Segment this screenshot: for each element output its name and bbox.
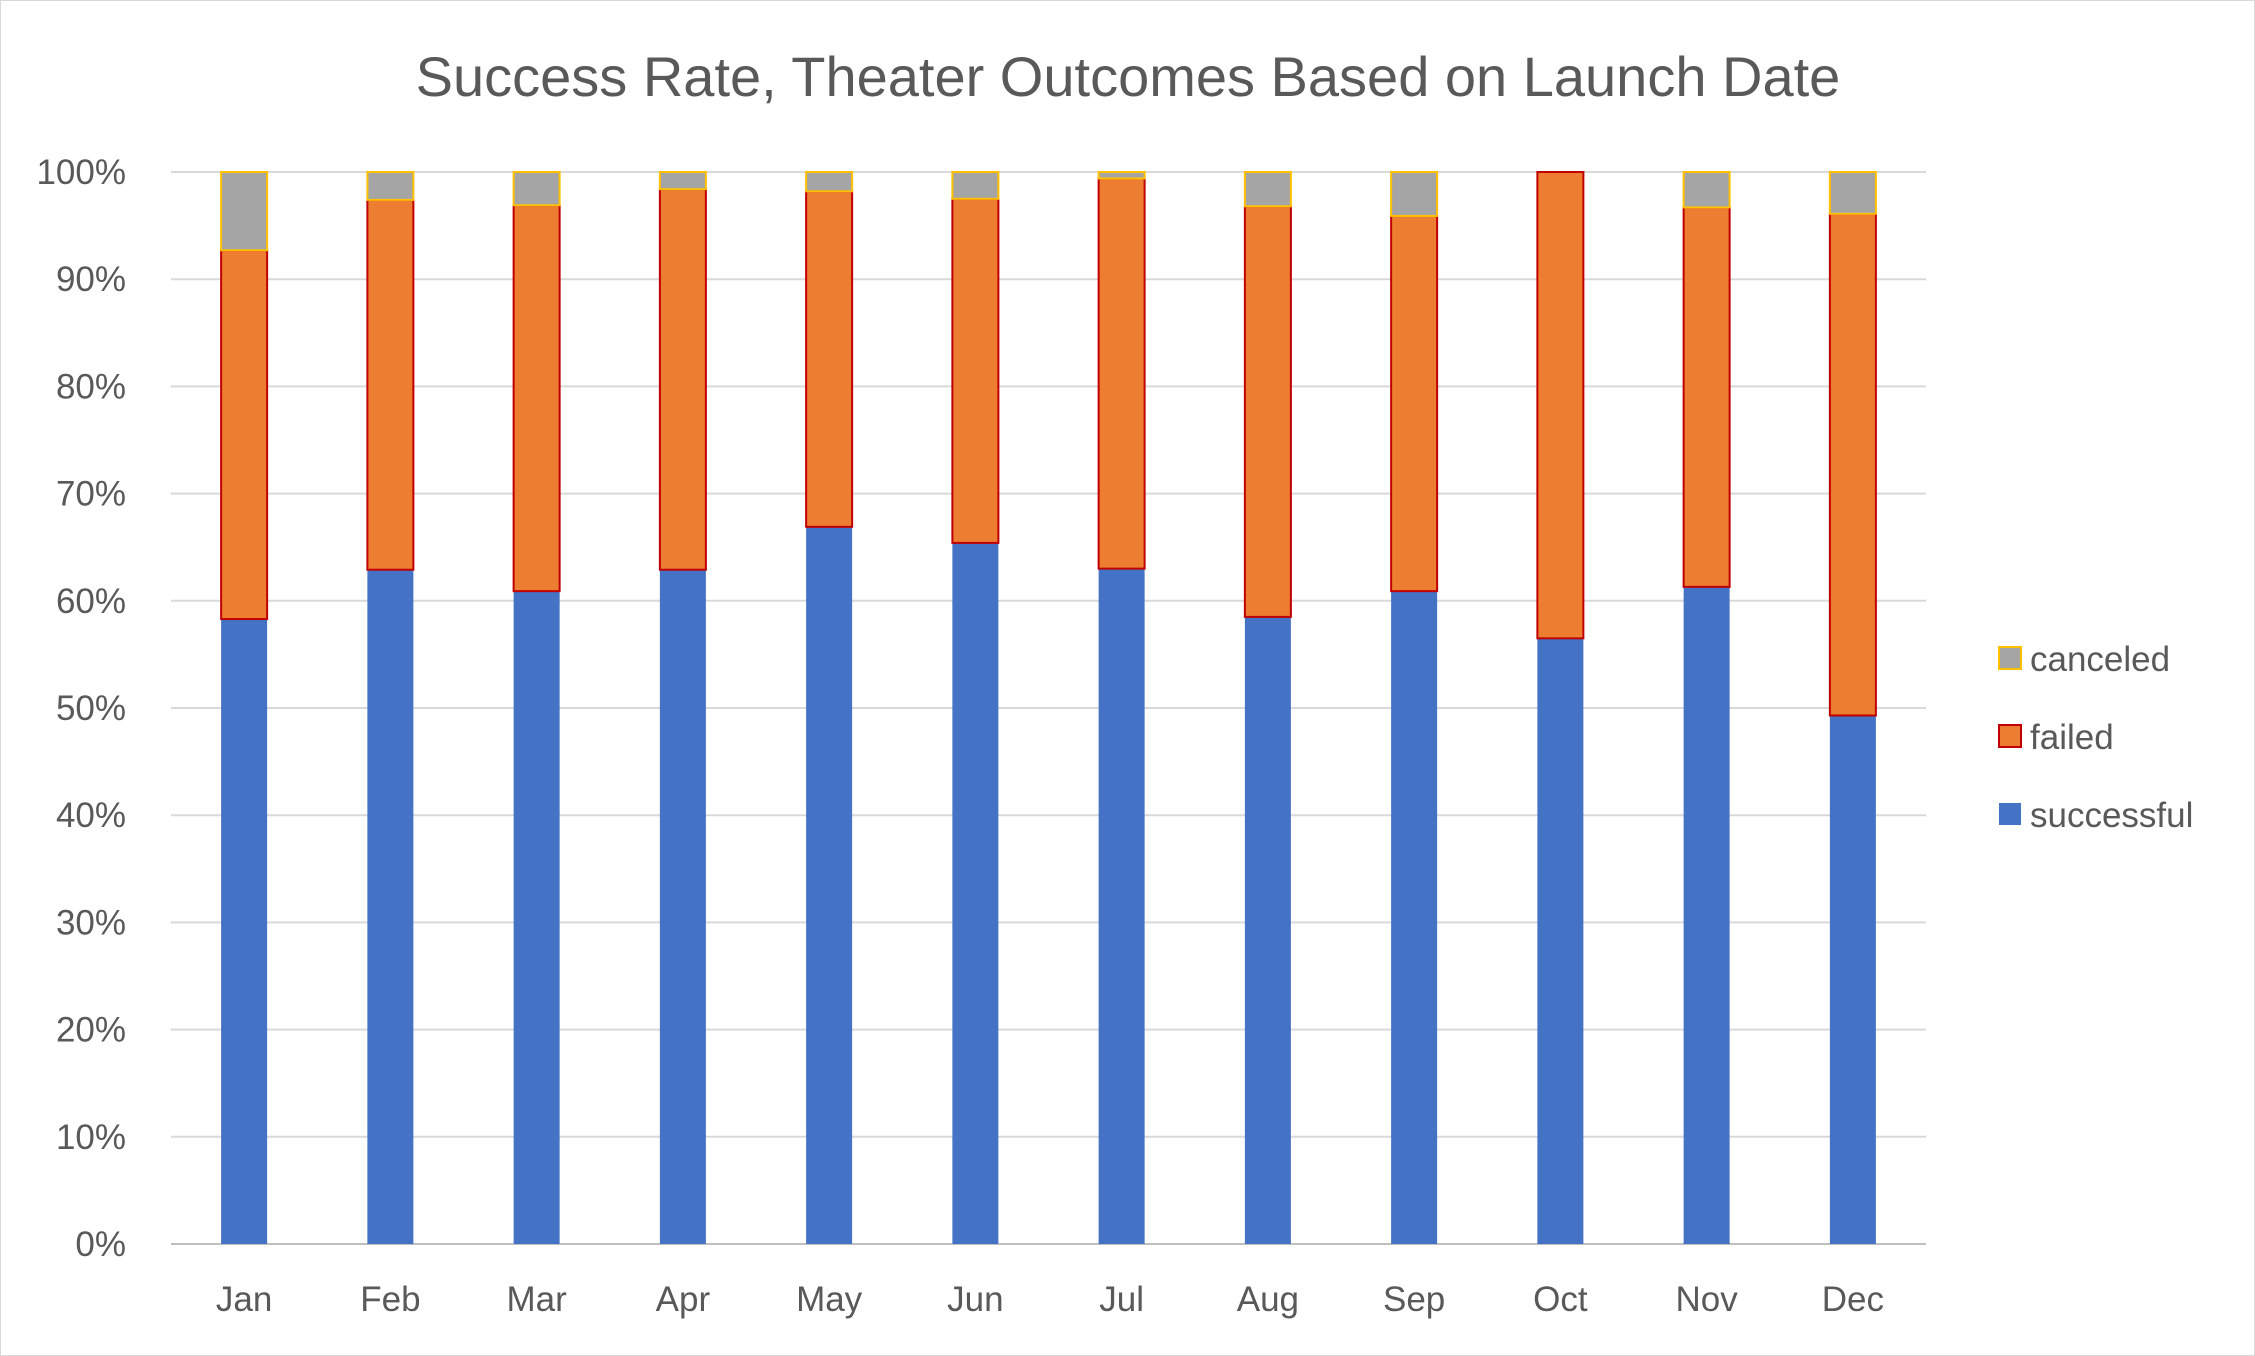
- x-tick-label: Nov: [1676, 1280, 1739, 1319]
- bar-canceled-mar: [512, 171, 561, 207]
- bar-failed-jul: [1097, 177, 1146, 570]
- x-tick-label: Jul: [1099, 1280, 1144, 1319]
- bar-successful-may: [806, 526, 853, 1244]
- gridlines: [171, 171, 1926, 1245]
- y-tick-label: 80%: [56, 367, 126, 406]
- legend: canceled failed successful: [1998, 640, 2193, 835]
- y-tick-label: 60%: [56, 582, 126, 621]
- bar-failed-jun: [951, 197, 1000, 544]
- legend-label-canceled: canceled: [2030, 640, 2170, 679]
- x-tick-label: Oct: [1533, 1280, 1588, 1319]
- legend-swatch-canceled: [1998, 646, 2022, 670]
- x-tick-label: Dec: [1822, 1280, 1884, 1319]
- bar-canceled-aug: [1243, 171, 1292, 208]
- bar-successful-oct: [1537, 638, 1584, 1244]
- x-tick-label: Jan: [216, 1280, 272, 1319]
- bar-canceled-feb: [366, 171, 415, 201]
- bar-canceled-jan: [220, 171, 269, 252]
- y-tick-label: 20%: [56, 1011, 126, 1050]
- bar-successful-sep: [1391, 591, 1438, 1244]
- bar-successful-jan: [221, 619, 268, 1244]
- bar-successful-dec: [1829, 715, 1876, 1244]
- chart-title: Success Rate, Theater Outcomes Based on …: [416, 45, 1841, 108]
- y-axis: 0% 10% 20% 30% 40% 50% 60% 70% 80% 90% 100%: [36, 153, 126, 1264]
- bar-failed-apr: [658, 188, 707, 571]
- bar-successful-apr: [659, 569, 706, 1244]
- bar-successful-aug: [1244, 616, 1291, 1244]
- legend-label-failed: failed: [2030, 718, 2114, 757]
- x-tick-label: Mar: [506, 1280, 567, 1319]
- y-tick-label: 0%: [75, 1225, 126, 1264]
- legend-item-failed: failed: [1998, 718, 2114, 757]
- y-tick-label: 50%: [56, 689, 126, 728]
- bar-failed-oct: [1536, 171, 1585, 640]
- bar-canceled-apr: [658, 171, 707, 191]
- legend-swatch-failed: [1998, 724, 2022, 748]
- bar-canceled-jun: [951, 171, 1000, 200]
- bar-failed-mar: [512, 204, 561, 593]
- x-tick-label: Sep: [1383, 1280, 1445, 1319]
- bar-failed-nov: [1682, 206, 1731, 588]
- bars: [220, 171, 1877, 1244]
- x-tick-label: May: [796, 1280, 863, 1319]
- bar-failed-aug: [1243, 205, 1292, 618]
- bar-canceled-nov: [1682, 171, 1731, 209]
- bar-failed-feb: [366, 198, 415, 571]
- bar-canceled-sep: [1390, 171, 1439, 217]
- x-tick-label: Jun: [947, 1280, 1003, 1319]
- y-tick-label: 90%: [56, 260, 126, 299]
- legend-label-successful: successful: [2030, 796, 2193, 835]
- bar-successful-jul: [1098, 568, 1145, 1244]
- legend-swatch-successful: [1999, 803, 2021, 825]
- y-tick-label: 30%: [56, 903, 126, 942]
- x-tick-label: Aug: [1237, 1280, 1299, 1319]
- bar-successful-nov: [1683, 586, 1730, 1244]
- y-tick-label: 10%: [56, 1118, 126, 1157]
- y-tick-label: 100%: [36, 153, 126, 192]
- x-axis: Jan Feb Mar Apr May Jun Jul Aug Sep Oct Nov Dec: [216, 1280, 1884, 1319]
- x-tick-label: Feb: [360, 1280, 420, 1319]
- bar-failed-jan: [220, 249, 269, 621]
- legend-item-successful: successful: [1999, 796, 2193, 835]
- legend-item-canceled: canceled: [1998, 640, 2170, 679]
- bar-successful-jun: [952, 542, 999, 1244]
- y-tick-label: 40%: [56, 796, 126, 835]
- bar-failed-sep: [1390, 214, 1439, 593]
- x-tick-label: Apr: [656, 1280, 711, 1319]
- bar-canceled-jul: [1097, 171, 1146, 180]
- bar-canceled-dec: [1828, 171, 1877, 215]
- bar-canceled-may: [805, 171, 854, 193]
- bar-successful-feb: [367, 569, 414, 1244]
- bar-failed-may: [805, 190, 854, 528]
- y-tick-label: 70%: [56, 475, 126, 514]
- bar-failed-dec: [1828, 212, 1877, 717]
- bar-successful-mar: [513, 591, 560, 1244]
